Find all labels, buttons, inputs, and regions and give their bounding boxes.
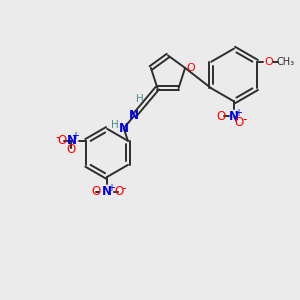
Text: +: + <box>234 108 242 118</box>
Text: -: - <box>242 113 247 127</box>
Text: CH₃: CH₃ <box>276 57 294 67</box>
Text: N: N <box>119 122 129 135</box>
Text: N: N <box>129 109 139 122</box>
Text: N: N <box>229 110 239 123</box>
Text: O: O <box>67 143 76 156</box>
Text: O: O <box>91 185 101 198</box>
Text: H: H <box>136 94 143 104</box>
Text: O: O <box>57 134 66 147</box>
Text: N: N <box>102 185 112 198</box>
Text: O: O <box>235 116 244 130</box>
Text: O: O <box>114 185 123 198</box>
Text: +: + <box>107 183 116 193</box>
Text: N: N <box>66 134 76 147</box>
Text: O: O <box>264 57 273 67</box>
Text: -: - <box>122 182 126 195</box>
Text: H: H <box>111 120 119 130</box>
Text: O: O <box>217 110 226 123</box>
Text: O: O <box>186 63 195 73</box>
Text: -: - <box>56 131 60 144</box>
Text: +: + <box>71 131 79 141</box>
